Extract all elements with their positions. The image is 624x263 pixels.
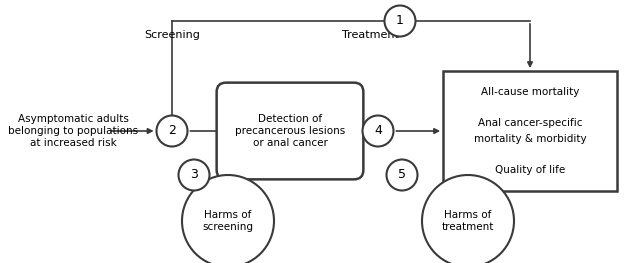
Text: 1: 1 xyxy=(396,14,404,28)
Bar xyxy=(443,71,617,191)
Text: Harms of
treatment: Harms of treatment xyxy=(442,210,494,232)
Circle shape xyxy=(422,175,514,263)
Circle shape xyxy=(363,115,394,146)
Text: Harms of
screening: Harms of screening xyxy=(203,210,253,232)
Text: Detection of
precancerous lesions
or anal cancer: Detection of precancerous lesions or ana… xyxy=(235,114,345,148)
Text: All-cause mortality

Anal cancer-specific
mortality & morbidity

Quality of life: All-cause mortality Anal cancer-specific… xyxy=(474,87,587,175)
Text: Treatment: Treatment xyxy=(341,30,399,40)
Text: 4: 4 xyxy=(374,124,382,138)
Circle shape xyxy=(178,159,210,190)
Circle shape xyxy=(386,159,417,190)
Text: 5: 5 xyxy=(398,169,406,181)
FancyBboxPatch shape xyxy=(217,83,363,179)
Circle shape xyxy=(384,6,416,37)
Text: Screening: Screening xyxy=(144,30,200,40)
Circle shape xyxy=(157,115,187,146)
Text: Asymptomatic adults
belonging to populations
at increased risk: Asymptomatic adults belonging to populat… xyxy=(8,114,138,148)
Text: 2: 2 xyxy=(168,124,176,138)
Text: 3: 3 xyxy=(190,169,198,181)
Circle shape xyxy=(182,175,274,263)
